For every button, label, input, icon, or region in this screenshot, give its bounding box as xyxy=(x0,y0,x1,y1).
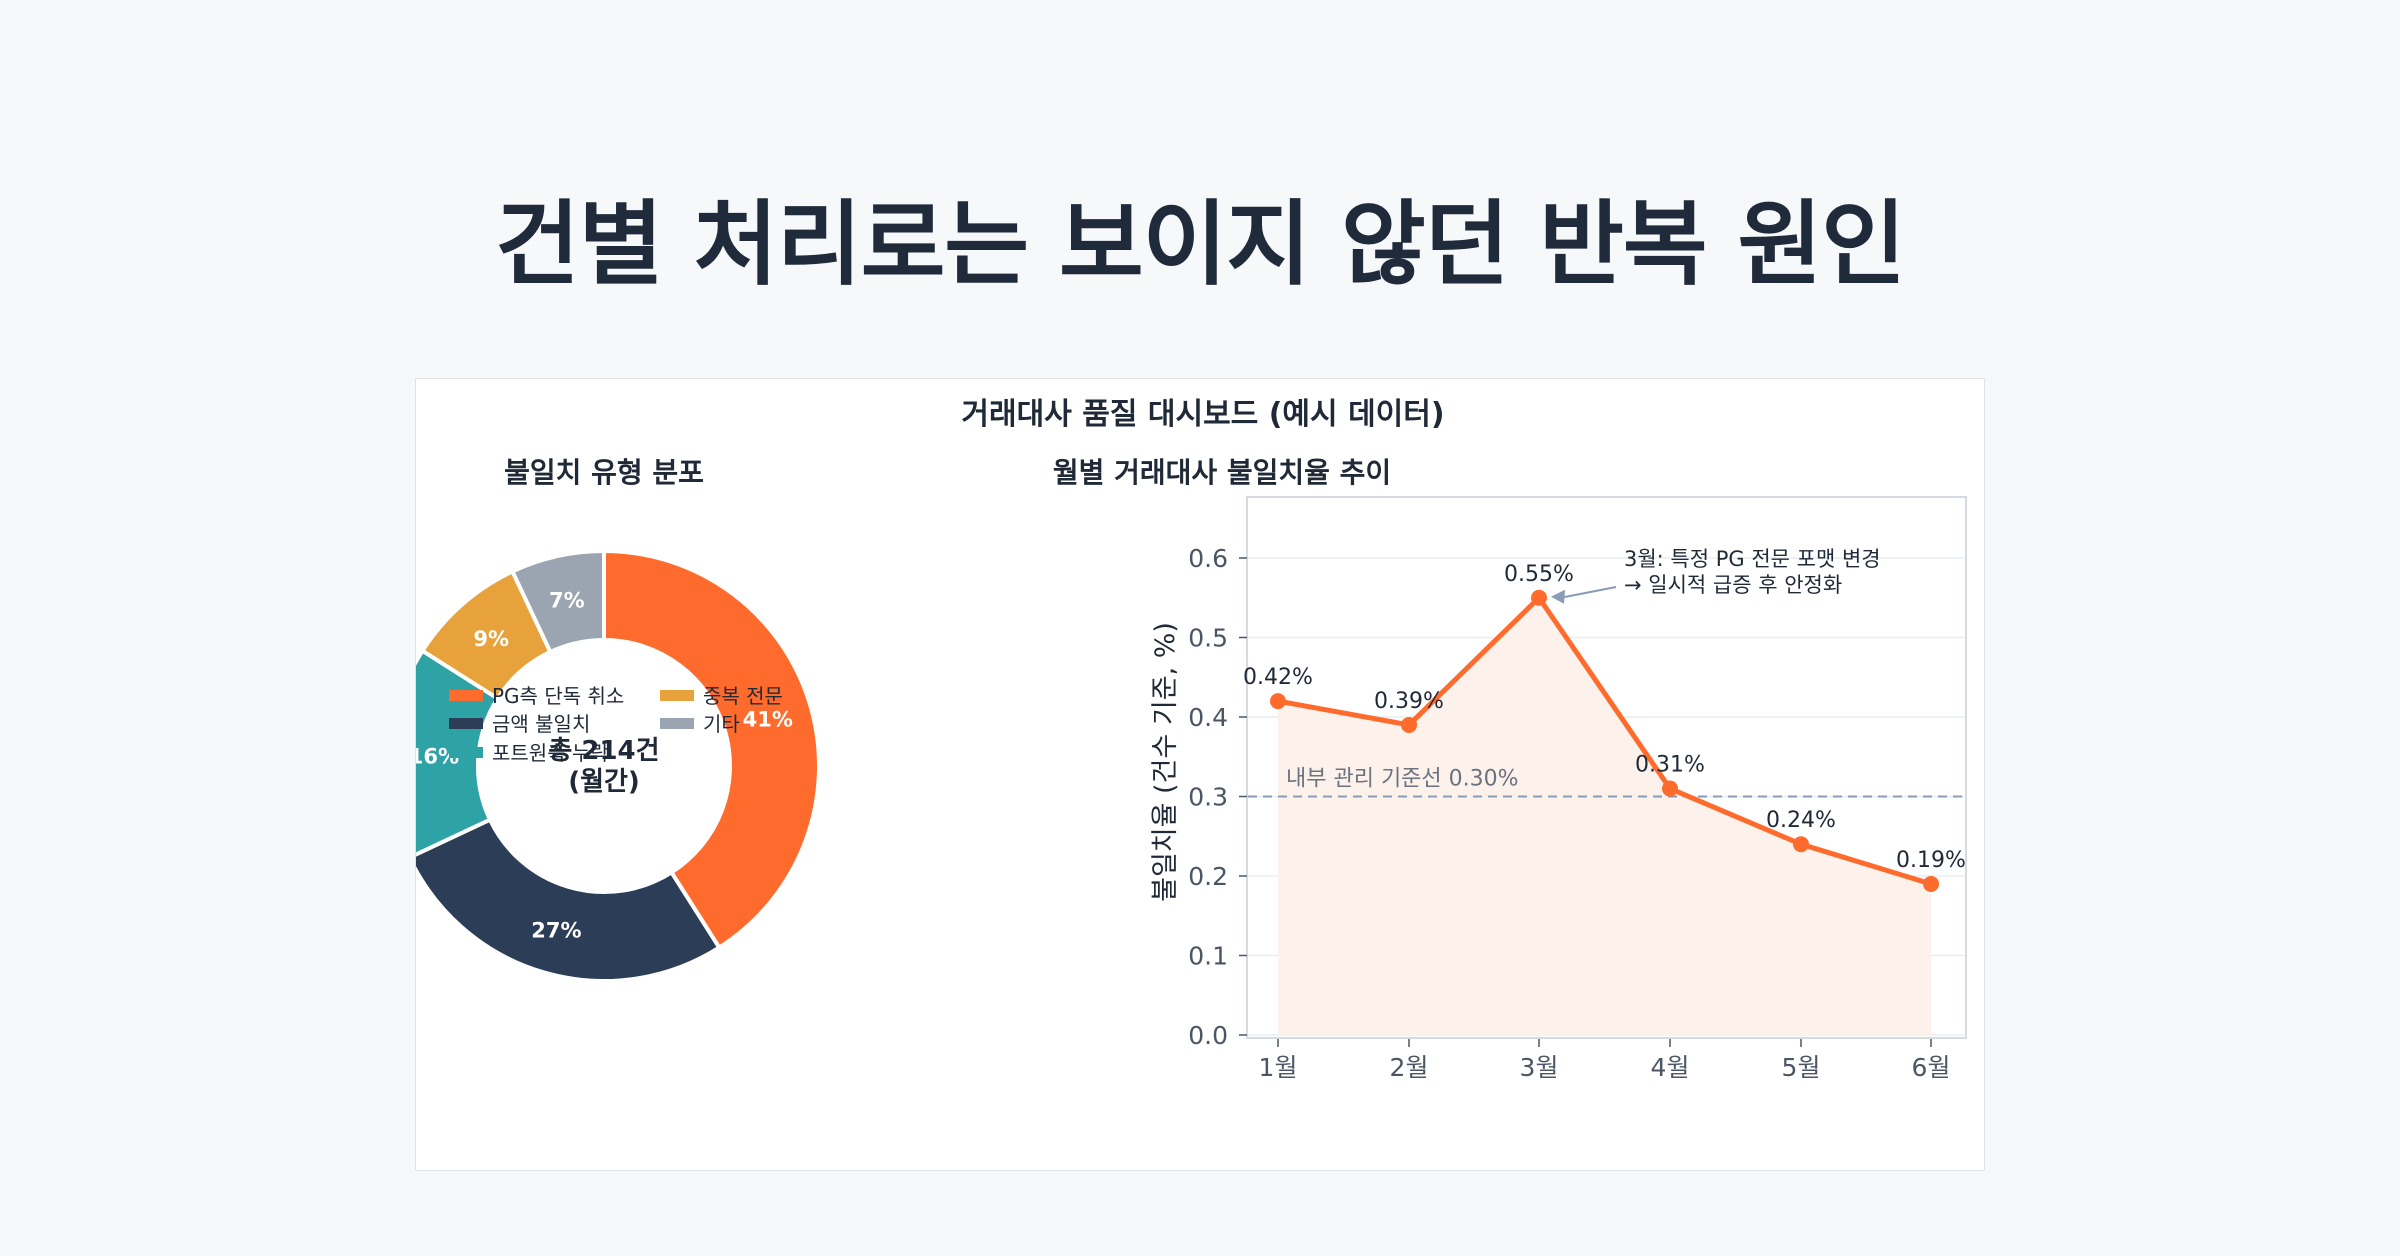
data-label-2: 0.39% xyxy=(1374,689,1444,714)
data-points xyxy=(1270,589,1939,892)
legend-label-4: 중복 전문 xyxy=(703,684,783,708)
x-tick-label-3: 4월 xyxy=(1651,1053,1690,1082)
data-point-1 xyxy=(1270,693,1286,710)
data-labels: 0.42% 0.39% 0.55% 0.31% 0.24% 0.19% xyxy=(1243,562,1966,873)
reference-line-label: 내부 관리 기준선 0.30% xyxy=(1286,767,1519,792)
y-axis-ticks: 0.0 0.1 0.2 0.3 0.4 0.5 0.6 xyxy=(1188,544,1247,1050)
y-tick-label-0: 0.0 xyxy=(1188,1021,1228,1050)
data-label-5: 0.24% xyxy=(1766,808,1836,833)
donut-title: 불일치 유형 분포 xyxy=(504,456,704,489)
donut-slices xyxy=(416,548,821,983)
donut-center-total: 총 214건 xyxy=(548,736,659,766)
y-tick-label-4: 0.4 xyxy=(1188,703,1228,732)
donut-slice-label-2: 27% xyxy=(531,919,581,943)
line-chart-title: 월별 거래대사 불일치율 추이 xyxy=(1053,456,1391,489)
series-line xyxy=(1277,595,1932,887)
area-fill xyxy=(1278,597,1931,1035)
data-label-6: 0.19% xyxy=(1896,848,1966,873)
legend-swatch-1 xyxy=(449,690,483,701)
data-point-6 xyxy=(1923,875,1939,892)
legend-swatch-4 xyxy=(660,690,694,701)
x-tick-label-1: 2월 xyxy=(1390,1053,1429,1082)
donut-center-period: (월간) xyxy=(568,767,640,797)
dashboard-title: 거래대사 품질 대시보드 (예시 데이터) xyxy=(961,397,1444,432)
y-axis-label: 불일치율 (건수 기준, %) xyxy=(1150,622,1181,902)
annotation-line-2: → 일시적 급증 후 안정화 xyxy=(1624,573,1842,597)
legend-label-5: 기타 xyxy=(703,712,740,736)
legend-label-1: PG측 단독 취소 xyxy=(492,684,624,708)
data-point-4 xyxy=(1662,780,1678,797)
x-tick-label-5: 6월 xyxy=(1912,1053,1951,1082)
donut-slice-1 xyxy=(602,548,821,951)
dashboard-figure: 거래대사 품질 대시보드 (예시 데이터) 불일치 유형 분포 41%27%16… xyxy=(416,397,1967,1082)
y-tick-label-1: 0.1 xyxy=(1188,942,1228,971)
legend-swatch-2 xyxy=(449,718,483,729)
annotation-arrowhead xyxy=(1551,589,1565,604)
legend-swatch-5 xyxy=(660,718,694,729)
data-point-3 xyxy=(1531,589,1547,606)
line-chart: 월별 거래대사 불일치율 추이 내부 관리 기준선 0.30% 0.42% 0.3… xyxy=(1053,456,1967,1082)
data-point-5 xyxy=(1793,836,1809,853)
donut-slice-label-4: 9% xyxy=(473,627,509,651)
legend-label-2: 금액 불일치 xyxy=(492,712,590,736)
y-tick-label-5: 0.5 xyxy=(1188,624,1228,653)
data-label-3: 0.55% xyxy=(1504,562,1574,587)
donut-chart: 불일치 유형 분포 41%27%16%9%7% 총 214건 (월간) PG측 … xyxy=(416,456,821,983)
donut-slice-2 xyxy=(416,816,722,983)
y-tick-label-6: 0.6 xyxy=(1188,544,1228,573)
dashboard-panel: 거래대사 품질 대시보드 (예시 데이터) 불일치 유형 분포 41% 27% 16… xyxy=(415,378,1985,1171)
legend-swatch-3 xyxy=(449,747,483,758)
annotation-arrow xyxy=(1560,586,1617,599)
annotation-line-1: 3월: 특정 PG 전문 포맷 변경 xyxy=(1624,547,1881,571)
data-label-1: 0.42% xyxy=(1243,665,1313,690)
donut-slice-5 xyxy=(509,548,606,655)
x-axis-ticks: 1월 2월 3월 4월 5월 6월 xyxy=(1259,1039,1951,1082)
page-title: 건별 처리로는 보이지 않던 반복 원인 xyxy=(495,191,1906,298)
annotation: 3월: 특정 PG 전문 포맷 변경 → 일시적 급증 후 안정화 xyxy=(1551,547,1881,604)
data-point-2 xyxy=(1401,716,1417,733)
y-tick-label-3: 0.3 xyxy=(1188,783,1228,812)
x-tick-label-4: 5월 xyxy=(1782,1053,1821,1082)
donut-slice-label-1: 41% xyxy=(743,707,793,731)
data-label-4: 0.31% xyxy=(1635,753,1705,778)
legend-label-3: 포트원측 누락 xyxy=(492,741,609,765)
x-tick-label-0: 1월 xyxy=(1259,1053,1298,1082)
x-tick-label-2: 3월 xyxy=(1520,1053,1559,1082)
donut-slice-label-5: 7% xyxy=(549,589,585,613)
y-tick-label-2: 0.2 xyxy=(1188,862,1228,891)
